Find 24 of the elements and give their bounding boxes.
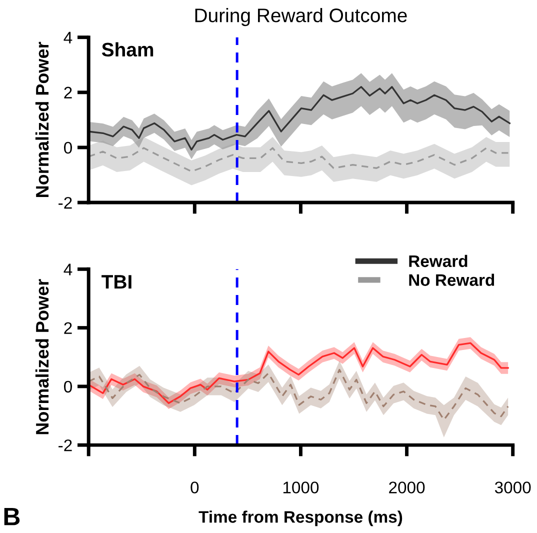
line-series — [88, 86, 510, 150]
y-axis-title: Normalized Power — [35, 279, 49, 434]
y-tick-label: 0 — [64, 380, 72, 393]
y-tick-label: 4 — [64, 32, 72, 44]
chart-title: During Reward Outcome — [195, 8, 407, 26]
x-tick-label: 1000 — [283, 482, 319, 494]
y-axis-title: Normalized Power — [35, 42, 49, 197]
line-series — [88, 147, 510, 172]
legend-label: Reward — [409, 254, 468, 268]
y-tick-label: 2 — [64, 86, 72, 98]
x-tick-label: 3000 — [494, 482, 531, 494]
y-tick-label: -2 — [58, 196, 72, 209]
y-tick-label: -2 — [58, 439, 72, 452]
x-tick-label: 0 — [190, 482, 199, 494]
y-tick-label: 4 — [64, 264, 72, 276]
annotation: Sham — [102, 42, 154, 57]
y-tick-label: 0 — [64, 142, 72, 154]
y-tick-label: 2 — [64, 322, 72, 334]
line-series — [88, 368, 509, 421]
legend-label: No Reward — [409, 274, 494, 286]
text: B — [4, 508, 20, 526]
x-axis-title: Time from Response (ms) — [198, 510, 402, 526]
annotation: TBI — [102, 275, 132, 289]
x-tick-label: 2000 — [389, 482, 425, 494]
